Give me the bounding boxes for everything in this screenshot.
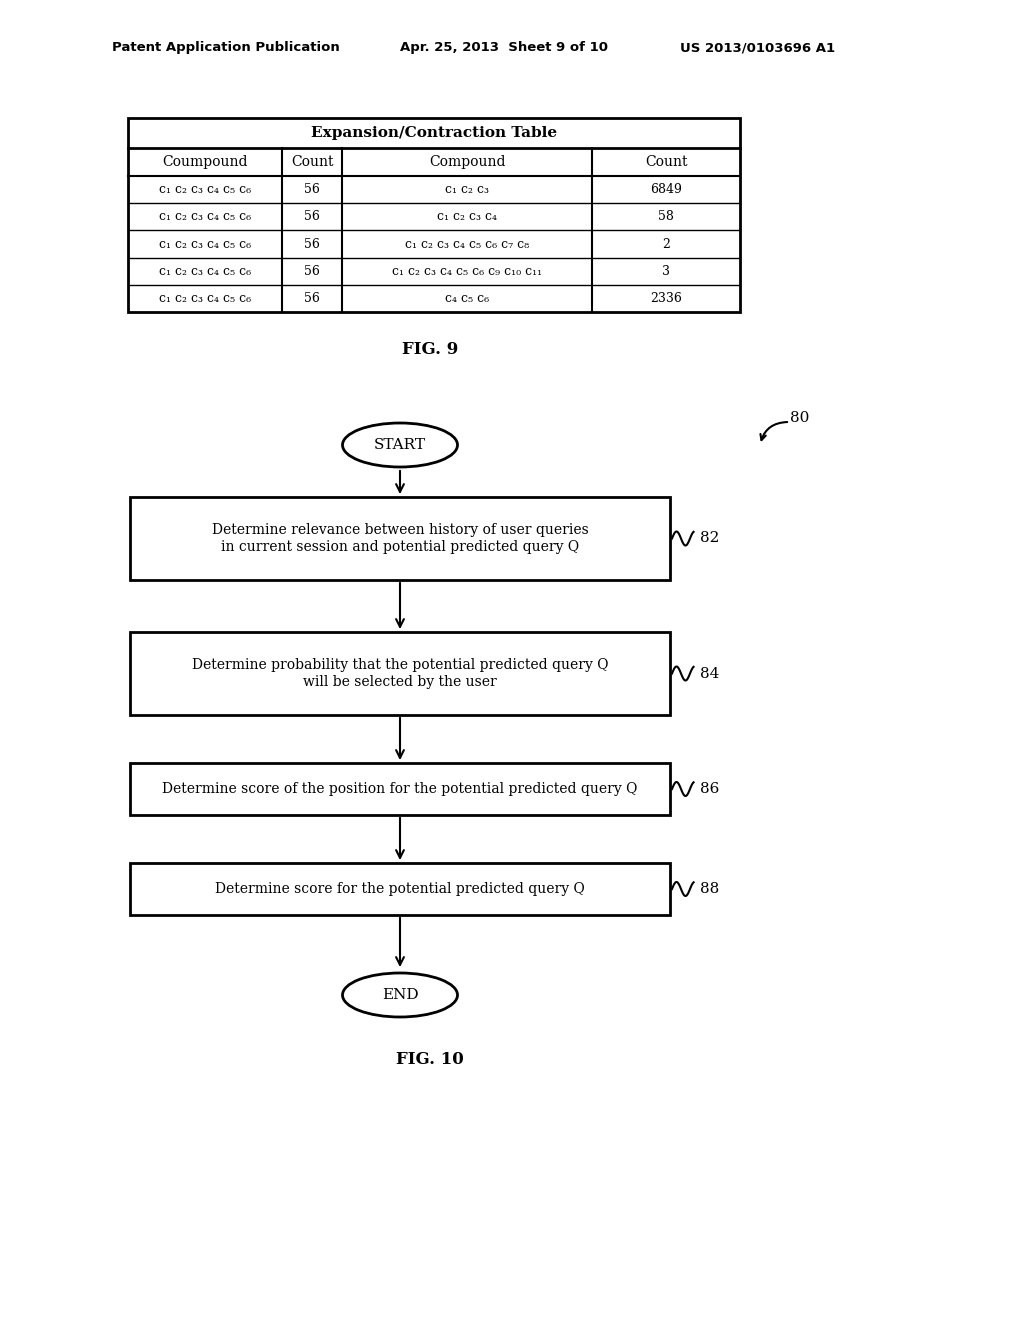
Text: Count: Count xyxy=(645,154,687,169)
Text: 56: 56 xyxy=(304,265,319,277)
Text: 58: 58 xyxy=(658,210,674,223)
Text: c₁ c₂ c₃ c₄ c₅ c₆: c₁ c₂ c₃ c₄ c₅ c₆ xyxy=(159,210,251,223)
Text: Expansion/Contraction Table: Expansion/Contraction Table xyxy=(311,125,557,140)
Text: 84: 84 xyxy=(700,667,720,681)
Text: 88: 88 xyxy=(700,882,719,896)
Text: c₁ c₂ c₃ c₄ c₅ c₆ c₇ c₈: c₁ c₂ c₃ c₄ c₅ c₆ c₇ c₈ xyxy=(404,238,529,251)
Text: Determine probability that the potential predicted query Q
will be selected by t: Determine probability that the potential… xyxy=(191,659,608,689)
Text: c₄ c₅ c₆: c₄ c₅ c₆ xyxy=(445,292,489,305)
Text: FIG. 10: FIG. 10 xyxy=(396,1052,464,1068)
Text: Count: Count xyxy=(291,154,333,169)
Text: 6849: 6849 xyxy=(650,183,682,197)
Bar xyxy=(130,863,670,915)
Text: c₁ c₂ c₃ c₄ c₅ c₆: c₁ c₂ c₃ c₄ c₅ c₆ xyxy=(159,238,251,251)
Ellipse shape xyxy=(342,422,458,467)
Text: c₁ c₂ c₃: c₁ c₂ c₃ xyxy=(445,183,489,197)
Text: c₁ c₂ c₃ c₄ c₅ c₆ c₉ c₁₀ c₁₁: c₁ c₂ c₃ c₄ c₅ c₆ c₉ c₁₀ c₁₁ xyxy=(392,265,542,277)
Text: END: END xyxy=(382,987,419,1002)
Text: Determine relevance between history of user queries
in current session and poten: Determine relevance between history of u… xyxy=(212,524,589,553)
Text: c₁ c₂ c₃ c₄ c₅ c₆: c₁ c₂ c₃ c₄ c₅ c₆ xyxy=(159,265,251,277)
Text: Determine score for the potential predicted query Q: Determine score for the potential predic… xyxy=(215,882,585,896)
Text: US 2013/0103696 A1: US 2013/0103696 A1 xyxy=(680,41,836,54)
Ellipse shape xyxy=(342,973,458,1016)
Text: Patent Application Publication: Patent Application Publication xyxy=(112,41,340,54)
Text: 3: 3 xyxy=(662,265,670,277)
Text: c₁ c₂ c₃ c₄: c₁ c₂ c₃ c₄ xyxy=(437,210,497,223)
Text: 82: 82 xyxy=(700,532,720,545)
Text: Apr. 25, 2013  Sheet 9 of 10: Apr. 25, 2013 Sheet 9 of 10 xyxy=(400,41,608,54)
Text: FIG. 9: FIG. 9 xyxy=(401,342,458,359)
Bar xyxy=(130,763,670,814)
Bar xyxy=(130,498,670,579)
Text: 56: 56 xyxy=(304,183,319,197)
Text: Compound: Compound xyxy=(429,154,505,169)
Bar xyxy=(130,632,670,715)
Text: 2: 2 xyxy=(663,238,670,251)
Text: 86: 86 xyxy=(700,781,720,796)
Text: Coumpound: Coumpound xyxy=(162,154,248,169)
Text: c₁ c₂ c₃ c₄ c₅ c₆: c₁ c₂ c₃ c₄ c₅ c₆ xyxy=(159,183,251,197)
Text: 56: 56 xyxy=(304,238,319,251)
Bar xyxy=(128,117,740,312)
Text: c₁ c₂ c₃ c₄ c₅ c₆: c₁ c₂ c₃ c₄ c₅ c₆ xyxy=(159,292,251,305)
Text: 2336: 2336 xyxy=(650,292,682,305)
Text: 80: 80 xyxy=(790,411,809,425)
Text: 56: 56 xyxy=(304,210,319,223)
Text: 56: 56 xyxy=(304,292,319,305)
Text: Determine score of the position for the potential predicted query Q: Determine score of the position for the … xyxy=(163,781,638,796)
Text: START: START xyxy=(374,438,426,451)
